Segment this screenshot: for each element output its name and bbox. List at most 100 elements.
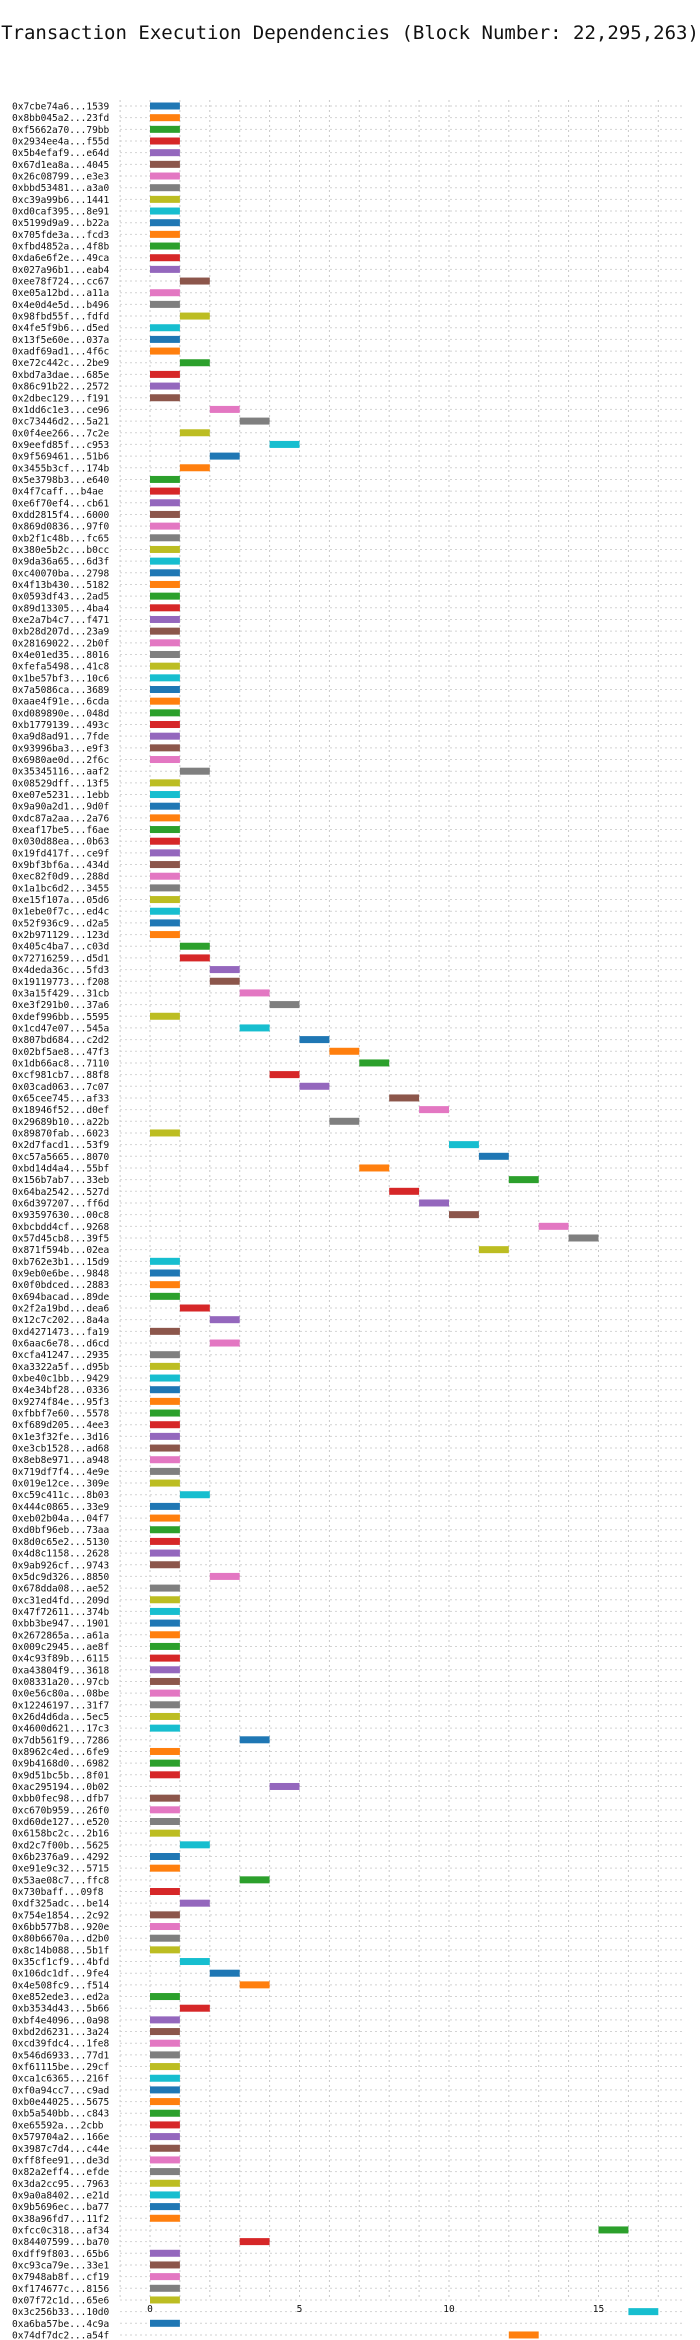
transaction-hash-label: 0xadf69ad1...4f6c	[12, 347, 109, 358]
transaction-hash-label: 0x84407599...ba70	[12, 2237, 110, 2248]
x-tick-label: 0	[147, 2304, 153, 2315]
transaction-bar	[150, 826, 180, 834]
transaction-hash-label: 0xf61115be...29cf	[12, 2062, 109, 2073]
transaction-bar	[150, 1619, 180, 1627]
transaction-bar	[150, 1607, 180, 1615]
transaction-hash-label: 0x2672865a...a61a	[12, 1630, 109, 1641]
transaction-hash-label: 0x0593df43...2ad5	[12, 592, 109, 603]
transaction-bar	[150, 2214, 180, 2222]
transaction-hash-label: 0x4e0d4e5d...b496	[12, 300, 110, 311]
transaction-bar	[150, 1374, 180, 1382]
transaction-hash-label: 0x546d6933...77d1	[12, 2050, 110, 2061]
transaction-bar	[179, 1841, 210, 1849]
transaction-bar	[150, 1362, 180, 1370]
transaction-hash-label: 0x009c2945...ae8f	[12, 1642, 109, 1653]
transaction-hash-label: 0xa43804f9...3618	[12, 1665, 110, 1676]
transaction-hash-label: 0x52f936c9...d2a5	[12, 918, 109, 929]
transaction-bar	[449, 1141, 479, 1149]
transaction-hash-label: 0x1be57bf3...10c6	[12, 673, 110, 684]
transaction-hash-label: 0x0f0bdced...2883	[12, 1280, 109, 1291]
transaction-bar	[150, 1911, 180, 1919]
transaction-hash-label: 0x2dbec129...f191	[12, 393, 110, 404]
transaction-bar	[329, 1047, 360, 1055]
transaction-bar	[150, 195, 180, 203]
transaction-bar	[150, 744, 180, 752]
transaction-hash-label: 0x8bb045a2...23fd	[12, 113, 109, 124]
transaction-hash-label: 0x2934ee4a...f55d	[12, 137, 109, 148]
transaction-bar	[150, 1888, 180, 1896]
transaction-hash-label: 0x9eefd85f...c953	[12, 440, 109, 451]
transaction-hash-label: 0x29689b10...a22b	[12, 1117, 110, 1128]
transaction-bar	[538, 1222, 569, 1230]
transaction-hash-label: 0xbd14d4a4...55bf	[12, 1163, 109, 1174]
transaction-bar	[179, 359, 210, 367]
transaction-bar	[150, 650, 180, 658]
transaction-hash-label: 0x8eb8e971...a948	[12, 1455, 110, 1466]
transaction-hash-label: 0x18946f52...d0ef	[12, 1105, 109, 1116]
transaction-hash-label: 0xb762e3b1...15d9	[12, 1257, 110, 1268]
transaction-hash-label: 0x4f7caff...b4ae	[12, 487, 104, 498]
transaction-hash-label: 0xe2a7b4c7...f471	[12, 615, 110, 626]
transaction-hash-label: 0xbe40c1bb...9429	[12, 1374, 110, 1385]
transaction-hash-label: 0xcf981cb7...88f8	[12, 1070, 110, 1081]
transaction-bar	[150, 184, 180, 192]
transaction-hash-label: 0x579704a2...166e	[12, 2132, 110, 2143]
transaction-hash-label: 0xf689d205...4ee3	[12, 1420, 109, 1431]
transaction-bar	[150, 1923, 180, 1931]
transaction-hash-label: 0x57d45cb8...39f5	[12, 1233, 109, 1244]
transaction-hash-label: 0x7db561f9...7286	[12, 1735, 110, 1746]
transaction-hash-label: 0x19fd417f...ce9f	[12, 848, 109, 859]
transaction-hash-label: 0x6980ae0d...2f6c	[12, 755, 109, 766]
transaction-hash-label: 0x4deda36c...5fd3	[12, 965, 109, 976]
transaction-bar	[150, 1409, 180, 1417]
transaction-bar	[150, 814, 180, 822]
transaction-hash-label: 0xf174677c...8156	[12, 2284, 110, 2295]
transaction-bar	[150, 125, 180, 133]
transaction-hash-label: 0x807bd684...c2d2	[12, 1035, 109, 1046]
transaction-bar	[150, 1853, 180, 1860]
transaction-hash-label: 0x9274f84e...95f3	[12, 1397, 109, 1408]
transaction-hash-label: 0xec82f0d9...288d	[12, 872, 109, 883]
transaction-hash-label: 0x9b4168d0...6982	[12, 1759, 109, 1770]
transaction-hash-label: 0xd4271473...fa19	[12, 1327, 110, 1338]
transaction-hash-label: 0xda6e6f2e...49ca	[12, 253, 109, 264]
transaction-bar	[150, 580, 180, 588]
transaction-bar	[150, 592, 180, 600]
transaction-bar	[150, 1724, 180, 1732]
grid-vertical	[119, 100, 659, 2298]
transaction-bar	[150, 149, 180, 157]
transaction-bar	[150, 2296, 180, 2304]
transaction-hash-label: 0xa9d8ad91...7fde	[12, 732, 110, 743]
transaction-hash-label: 0xc93ca79e...33e1	[12, 2260, 110, 2271]
transaction-hash-label: 0x6bb577b8...920e	[12, 1922, 110, 1933]
transaction-hash-label: 0x869d0836...97f0	[12, 522, 110, 533]
transaction-hash-label: 0xac295194...0b02	[12, 1782, 109, 1793]
transaction-bar	[419, 1106, 449, 1114]
transaction-bar	[150, 837, 180, 845]
transaction-hash-label: 0xbd2d6231...3a24	[12, 2027, 110, 2038]
transaction-hash-label: 0x67d1ea8a...4045	[12, 160, 109, 171]
transaction-hash-label: 0xbbd53481...a3a0	[12, 183, 110, 194]
transaction-bar	[150, 1654, 180, 1662]
transaction-bar	[150, 662, 180, 670]
transaction-bar	[150, 2133, 180, 2141]
transaction-hash-label: 0xb3534d43...5b66	[12, 2004, 110, 2015]
transaction-hash-label: 0xbf4e4096...0a98	[12, 2015, 110, 2026]
transaction-hash-label: 0x2d7facd1...53f9	[12, 1140, 110, 1151]
transaction-hash-label: 0x9f569461...51b6	[12, 452, 110, 463]
transaction-hash-label: 0xa3322a5f...d95b	[12, 1362, 110, 1373]
transaction-hash-label: 0x6aac6e78...d6cd	[12, 1339, 109, 1350]
transaction-bar	[329, 1117, 360, 1125]
transaction-bar	[359, 1164, 390, 1172]
transaction-bar	[150, 1269, 180, 1277]
transaction-bar	[150, 1502, 180, 1510]
transaction-hash-label: 0x35cf1cf9...4bfd	[12, 1957, 109, 1968]
transaction-hash-label: 0x030d88ea...0b63	[12, 837, 109, 848]
transaction-bar	[150, 615, 180, 623]
transaction-bar	[150, 1351, 180, 1359]
transaction-hash-label: 0xe852ede3...ed2a	[12, 1992, 109, 2003]
transaction-hash-label: 0x9eb0e6be...9848	[12, 1269, 110, 1280]
transaction-hash-label: 0x6158bc2c...2b16	[12, 1829, 110, 1840]
transaction-bar	[179, 429, 210, 437]
transaction-bar	[150, 802, 180, 810]
